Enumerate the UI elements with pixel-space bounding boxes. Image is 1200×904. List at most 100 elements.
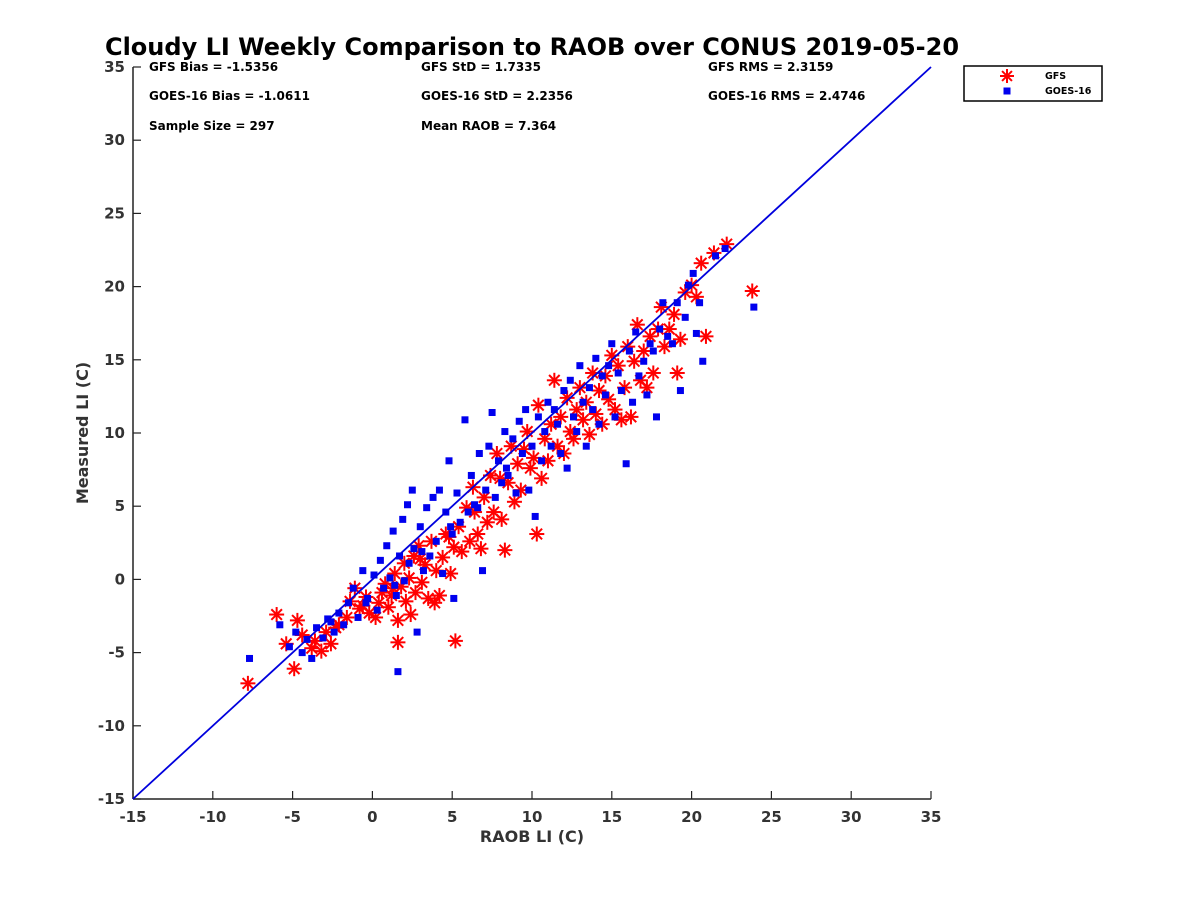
goes16-point <box>423 504 431 512</box>
goes16-point <box>605 362 613 370</box>
goes16-point <box>456 518 464 526</box>
gfs-point <box>537 431 553 447</box>
x-axis-label: RAOB LI (C) <box>480 827 584 846</box>
gfs-point <box>575 412 591 428</box>
gfs-point <box>510 456 526 472</box>
gfs-point <box>693 255 709 271</box>
gfs-point <box>661 321 677 337</box>
stat-goes-rms: GOES-16 RMS = 2.4746 <box>708 89 865 103</box>
goes16-point <box>601 391 609 399</box>
gfs-point <box>639 380 655 396</box>
goes16-point <box>515 417 523 425</box>
goes16-point <box>362 599 370 607</box>
gfs-point <box>607 402 623 418</box>
y-tick-label: -10 <box>98 717 125 735</box>
goes16-point <box>528 442 536 450</box>
gfs-point <box>629 317 645 333</box>
x-tick-label: -5 <box>284 808 301 826</box>
y-tick-label: -5 <box>108 644 125 662</box>
goes16-point <box>386 574 394 582</box>
gfs-point <box>744 283 760 299</box>
goes16-point <box>340 621 348 629</box>
y-tick-label: -15 <box>98 790 125 808</box>
goes16-point <box>534 413 542 421</box>
x-tick-label: 10 <box>522 808 543 826</box>
goes16-point <box>475 449 483 457</box>
goes16-point <box>429 493 437 501</box>
y-tick-label: 15 <box>104 351 125 369</box>
gfs-point <box>473 541 489 557</box>
goes16-point <box>491 493 499 501</box>
stat-goes-std: GOES-16 StD = 2.2356 <box>421 89 573 103</box>
goes16-point <box>573 428 581 436</box>
goes16-point <box>579 398 587 406</box>
goes16-point <box>643 391 651 399</box>
y-tick-label: 25 <box>104 204 125 222</box>
stats-annotations: GFS Bias = -1.5356 GFS StD = 1.7335 GFS … <box>149 60 865 133</box>
gfs-point <box>387 566 403 582</box>
gfs-point <box>479 514 495 530</box>
legend-gfs-asterisk <box>1000 69 1014 83</box>
y-tick-label: 35 <box>104 58 125 76</box>
goes16-point <box>399 515 407 523</box>
legend-gfs-marker <box>1000 69 1014 83</box>
goes16-point <box>509 435 517 443</box>
goes16-point <box>439 570 447 578</box>
goes16-point <box>659 299 667 307</box>
goes16-point <box>522 406 530 414</box>
goes16-point <box>512 489 520 497</box>
goes16-point <box>518 449 526 457</box>
goes16-point <box>276 621 284 629</box>
gfs-point <box>313 643 329 659</box>
y-tick-label: 30 <box>104 131 125 149</box>
stat-goes-bias: GOES-16 Bias = -1.0611 <box>149 89 310 103</box>
goes16-point <box>313 624 321 632</box>
goes16-point <box>391 581 399 589</box>
goes16-point <box>394 668 402 676</box>
goes16-point <box>298 649 306 657</box>
goes16-point <box>569 413 577 421</box>
goes16-point <box>550 406 558 414</box>
goes16-point <box>354 613 362 621</box>
goes16-point <box>544 398 552 406</box>
goes16-point <box>649 347 657 355</box>
goes16-point <box>416 523 424 531</box>
gfs-point <box>666 306 682 322</box>
stat-gfs-std: GFS StD = 1.7335 <box>421 60 541 74</box>
gfs-point <box>506 494 522 510</box>
gfs-point <box>623 409 639 425</box>
goes16-point <box>467 471 475 479</box>
goes16-point <box>392 592 400 600</box>
goes16-point <box>560 387 568 395</box>
gfs-point <box>403 607 419 623</box>
gfs-point <box>407 585 423 601</box>
goes16-point <box>285 643 293 651</box>
goes16-point <box>432 537 440 545</box>
goes16-point <box>383 542 391 550</box>
gfs-point <box>447 633 463 649</box>
stat-gfs-bias: GFS Bias = -1.5356 <box>149 60 278 74</box>
goes16-point <box>450 594 458 602</box>
x-tick-label: 20 <box>681 808 702 826</box>
legend-goes16-label: GOES-16 <box>1045 86 1092 97</box>
x-tick-label: 15 <box>601 808 622 826</box>
gfs-point <box>626 353 642 369</box>
gfs-point <box>412 551 428 567</box>
goes16-point <box>622 460 630 468</box>
gfs-point <box>454 544 470 560</box>
goes16-point <box>547 442 555 450</box>
goes16-point <box>598 372 606 380</box>
goes16-point <box>673 299 681 307</box>
goes16-point <box>413 628 421 636</box>
gfs-point <box>390 634 406 650</box>
stat-sample-size: Sample Size = 297 <box>149 119 275 133</box>
goes16-point <box>447 523 455 531</box>
goes16-point <box>656 325 664 333</box>
one-to-one-line <box>132 66 932 800</box>
goes16-point <box>482 486 490 494</box>
goes16-point <box>692 329 700 337</box>
gfs-point <box>240 675 256 691</box>
y-tick-label: 10 <box>104 424 125 442</box>
goes16-point <box>632 328 640 336</box>
goes16-point <box>712 252 720 260</box>
